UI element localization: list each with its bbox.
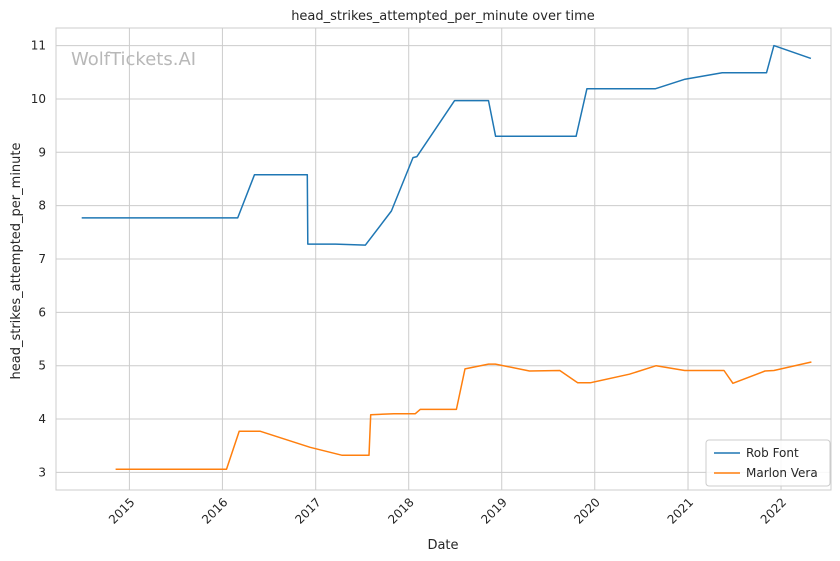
y-tick-label: 11 <box>31 39 46 53</box>
legend-label-rob-font: Rob Font <box>746 446 799 460</box>
legend: Rob Font Marlon Vera <box>705 439 831 487</box>
chart-title: head_strikes_attempted_per_minute over t… <box>291 9 595 24</box>
y-axis-label: head_strikes_attempted_per_minute <box>9 143 24 380</box>
grid <box>56 28 831 490</box>
y-tick-label: 7 <box>38 252 46 266</box>
series-line-rob-font <box>81 44 812 246</box>
legend-box <box>705 439 831 487</box>
watermark: WolfTickets.AI <box>71 49 196 70</box>
y-tick-label: 10 <box>31 92 46 106</box>
y-tick-label: 6 <box>38 305 46 319</box>
y-tick-label: 5 <box>38 359 46 373</box>
y-tick-label: 3 <box>38 465 46 479</box>
x-axis-label: Date <box>427 538 458 553</box>
y-axis-ticks: 3 4 5 6 7 8 9 10 11 <box>31 39 46 480</box>
y-tick-label: 8 <box>38 199 46 213</box>
y-tick-label: 4 <box>38 412 46 426</box>
plot-frame <box>55 27 832 491</box>
series-layer <box>81 44 812 470</box>
y-tick-label: 9 <box>38 145 46 159</box>
legend-label-marlon-vera: Marlon Vera <box>746 466 818 480</box>
series-line-marlon-vera <box>115 361 812 470</box>
